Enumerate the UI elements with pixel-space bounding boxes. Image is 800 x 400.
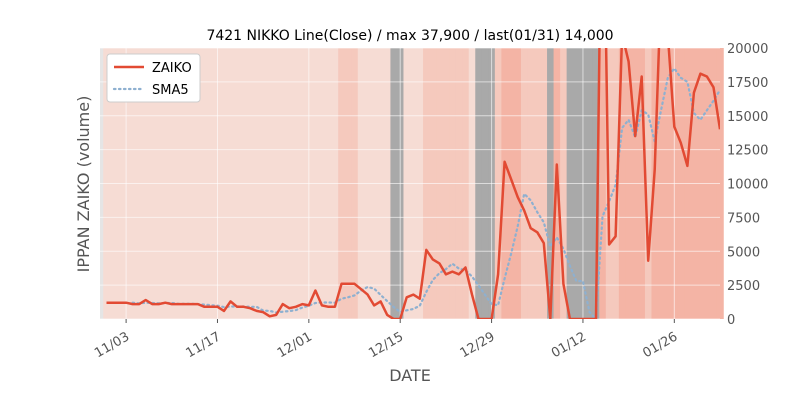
series-layer bbox=[106, 48, 720, 319]
plot-area bbox=[100, 47, 724, 320]
legend-label-zaiko: ZAIKO bbox=[152, 61, 192, 76]
x-axis-title: DATE bbox=[389, 366, 431, 385]
y-tick-label: 2500 bbox=[727, 279, 760, 294]
y-tick-label: 5000 bbox=[727, 245, 760, 260]
series-line-sma5 bbox=[131, 67, 720, 319]
y-tick-label: 7500 bbox=[727, 211, 760, 226]
y-tick-label: 0 bbox=[727, 313, 735, 328]
y-axis-title: IPPAN ZAIKO (volume) bbox=[74, 96, 93, 273]
y-tick-label: 15000 bbox=[727, 110, 768, 125]
legend: ZAIKO SMA5 bbox=[106, 53, 201, 103]
chart-title: 7421 NIKKO Line(Close) / max 37,900 / la… bbox=[206, 28, 613, 44]
y-tick-label: 10000 bbox=[727, 178, 768, 193]
legend-label-sma5: SMA5 bbox=[152, 83, 189, 98]
y-tick-label: 20000 bbox=[727, 42, 768, 57]
y-tick-label: 12500 bbox=[727, 144, 768, 159]
y-tick-label: 17500 bbox=[727, 76, 768, 91]
y-axis: 0 2500 5000 7500 10000 12500 15000 17500 20000 bbox=[727, 42, 768, 328]
day-band bbox=[716, 48, 724, 319]
series-line-zaiko bbox=[106, 48, 720, 319]
